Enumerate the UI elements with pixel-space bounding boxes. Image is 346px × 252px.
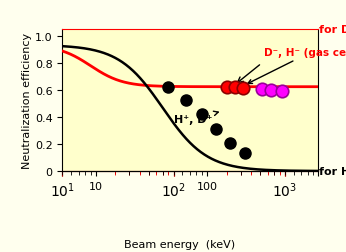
Y-axis label: Neutralization efficiency: Neutralization efficiency xyxy=(22,33,32,169)
Text: for D: for D xyxy=(319,25,346,35)
Text: D⁻, H⁻ (gas cell): D⁻, H⁻ (gas cell) xyxy=(248,48,346,84)
Text: for H: for H xyxy=(319,166,346,176)
Text: H⁺, D⁺: H⁺, D⁺ xyxy=(174,112,218,125)
Text: Beam energy  (keV): Beam energy (keV) xyxy=(124,239,236,249)
